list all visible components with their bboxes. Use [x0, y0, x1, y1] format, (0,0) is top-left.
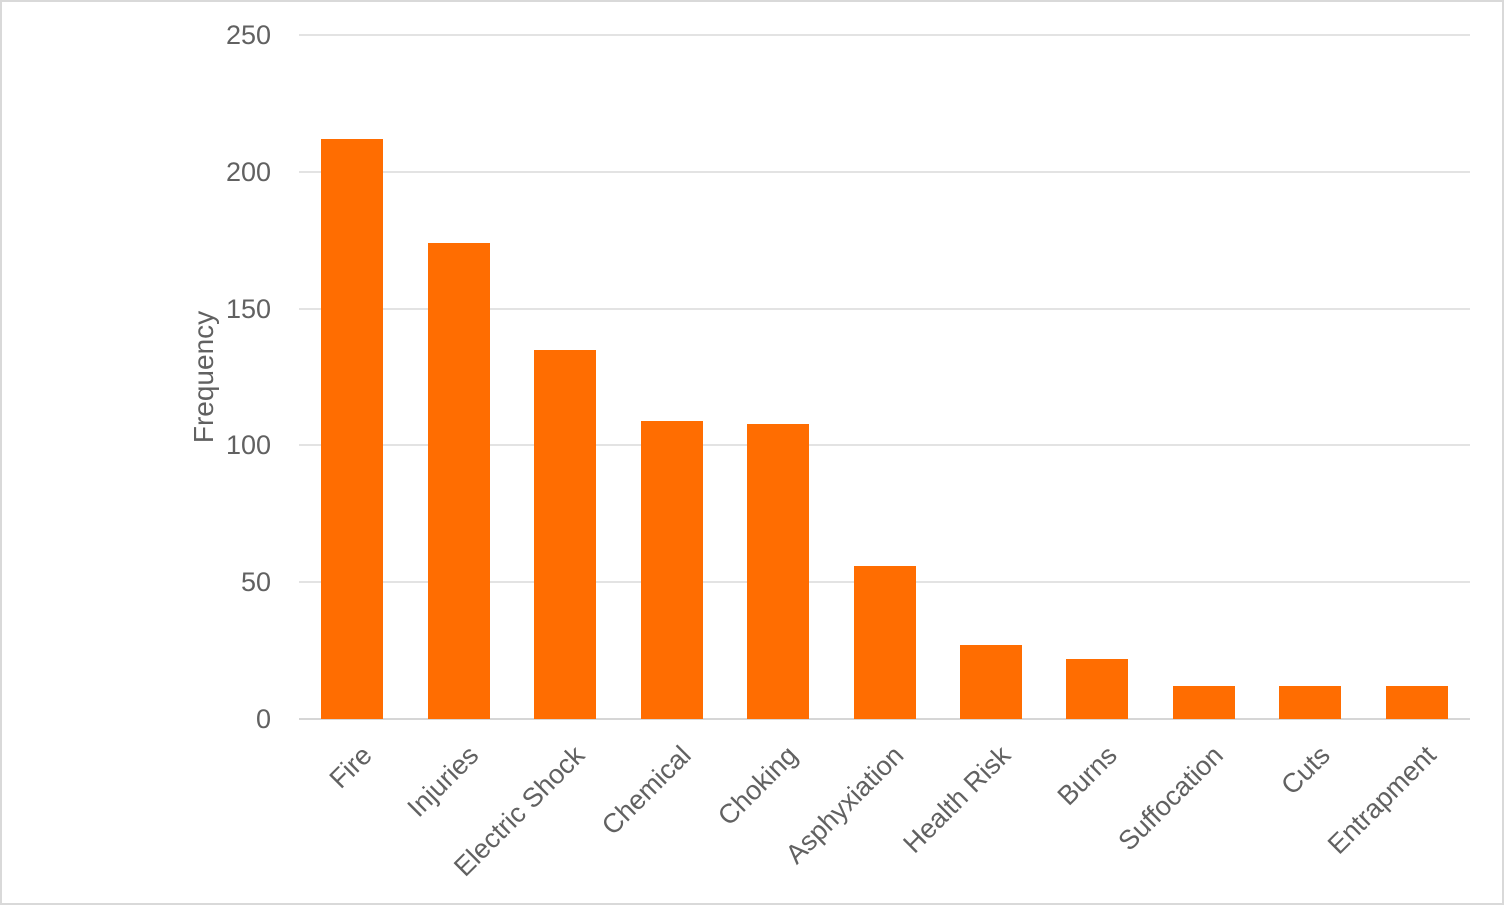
bar-chemical: [640, 420, 703, 719]
bar-fire: [321, 138, 384, 719]
bar-burns: [1066, 658, 1129, 719]
x-category-label-entrapment: Entrapment: [1322, 740, 1442, 860]
y-tick-label-200: 200: [225, 156, 271, 187]
y-tick-label-0: 0: [255, 704, 271, 734]
x-category-label-fire: Fire: [323, 740, 378, 795]
gridline-100: [299, 444, 1470, 447]
bar-asphyxiation: [853, 565, 916, 719]
y-axis-title: Frequency: [188, 310, 219, 444]
gridline-200: [299, 170, 1470, 173]
bar-cuts: [1279, 686, 1342, 719]
y-tick-label-250: 250: [225, 20, 271, 50]
x-category-label-burns: Burns: [1051, 740, 1123, 812]
x-axis-baseline: [299, 718, 1470, 720]
x-category-label-suffocation: Suffocation: [1112, 740, 1230, 857]
bar-health-risk: [959, 645, 1022, 719]
x-category-label-injuries: Injuries: [401, 740, 484, 823]
bar-electric-shock: [534, 349, 597, 719]
y-tick-label-100: 100: [225, 430, 271, 461]
bar-suffocation: [1172, 686, 1235, 719]
y-tick-label-50: 50: [240, 567, 271, 598]
x-category-label-chemical: Chemical: [596, 740, 697, 841]
y-tick-label-150: 150: [225, 293, 271, 324]
gridline-150: [299, 307, 1470, 310]
bar-injuries: [427, 242, 490, 719]
bar-choking: [747, 423, 810, 719]
bar-entrapment: [1385, 686, 1448, 719]
x-category-label-choking: Choking: [711, 740, 804, 832]
x-category-label-health-risk: Health Risk: [897, 740, 1017, 859]
x-category-label-cuts: Cuts: [1275, 740, 1336, 801]
gridline-250: [299, 34, 1470, 36]
